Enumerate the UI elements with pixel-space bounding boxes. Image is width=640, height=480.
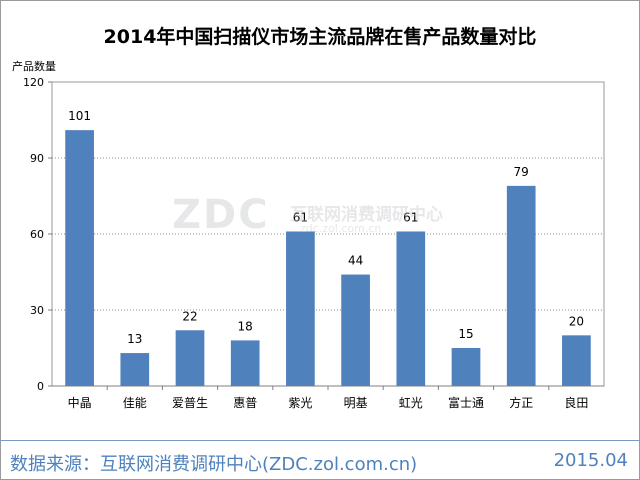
data-label: 22 bbox=[182, 309, 197, 323]
y-tick-label: 30 bbox=[30, 304, 44, 317]
bar bbox=[562, 335, 591, 386]
bar bbox=[120, 353, 150, 386]
x-tick-label: 富士通 bbox=[448, 395, 484, 410]
bar bbox=[341, 274, 370, 386]
x-tick-label: 方正 bbox=[509, 395, 533, 410]
footer-source: 数据来源：互联网消费调研中心(ZDC.zol.com.cn) bbox=[10, 454, 418, 475]
data-label: 101 bbox=[68, 109, 91, 123]
x-tick-label: 中晶 bbox=[68, 395, 92, 410]
y-tick-label: 60 bbox=[30, 228, 44, 241]
bar bbox=[451, 348, 481, 386]
data-label: 61 bbox=[293, 210, 308, 224]
data-label: 44 bbox=[348, 254, 363, 268]
bar bbox=[230, 340, 260, 386]
data-label: 18 bbox=[238, 319, 253, 333]
data-label: 20 bbox=[569, 314, 584, 328]
chart-title: 2014年中国扫描仪市场主流品牌在售产品数量对比 bbox=[103, 26, 537, 48]
x-tick-label: 佳能 bbox=[123, 396, 147, 410]
x-tick-label: 爱普生 bbox=[172, 396, 208, 410]
y-tick-label: 120 bbox=[23, 76, 44, 89]
x-tick-label: 良田 bbox=[564, 395, 588, 410]
data-label: 79 bbox=[514, 165, 529, 179]
bar bbox=[396, 231, 426, 386]
footer-divider bbox=[0, 440, 640, 441]
y-axis-label: 产品数量 bbox=[12, 60, 56, 73]
x-tick-label: 明基 bbox=[344, 396, 368, 410]
bar bbox=[286, 231, 315, 386]
data-label: 15 bbox=[458, 327, 473, 341]
x-tick-label: 紫光 bbox=[288, 396, 312, 410]
bar bbox=[506, 185, 536, 386]
footer-date: 2015.04 bbox=[553, 450, 628, 471]
y-tick-label: 90 bbox=[30, 152, 44, 165]
x-tick-label: 虹光 bbox=[399, 396, 423, 410]
y-tick-label: 0 bbox=[37, 380, 44, 393]
bar bbox=[65, 130, 94, 386]
data-label: 61 bbox=[403, 210, 418, 224]
x-tick-label: 惠普 bbox=[233, 396, 257, 410]
data-label: 13 bbox=[127, 332, 142, 346]
bar bbox=[175, 330, 205, 386]
